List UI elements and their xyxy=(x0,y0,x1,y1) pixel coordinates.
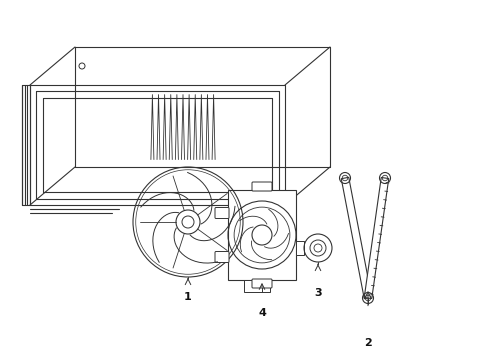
Polygon shape xyxy=(296,241,304,255)
Polygon shape xyxy=(228,190,296,280)
FancyBboxPatch shape xyxy=(215,252,229,262)
FancyBboxPatch shape xyxy=(252,279,272,288)
Text: 3: 3 xyxy=(314,288,322,298)
Polygon shape xyxy=(244,280,270,292)
Text: 4: 4 xyxy=(258,308,266,318)
FancyBboxPatch shape xyxy=(215,207,229,219)
FancyBboxPatch shape xyxy=(252,182,272,191)
Polygon shape xyxy=(341,177,372,299)
Polygon shape xyxy=(364,177,389,298)
Text: 1: 1 xyxy=(184,292,192,302)
Text: 2: 2 xyxy=(364,338,372,348)
